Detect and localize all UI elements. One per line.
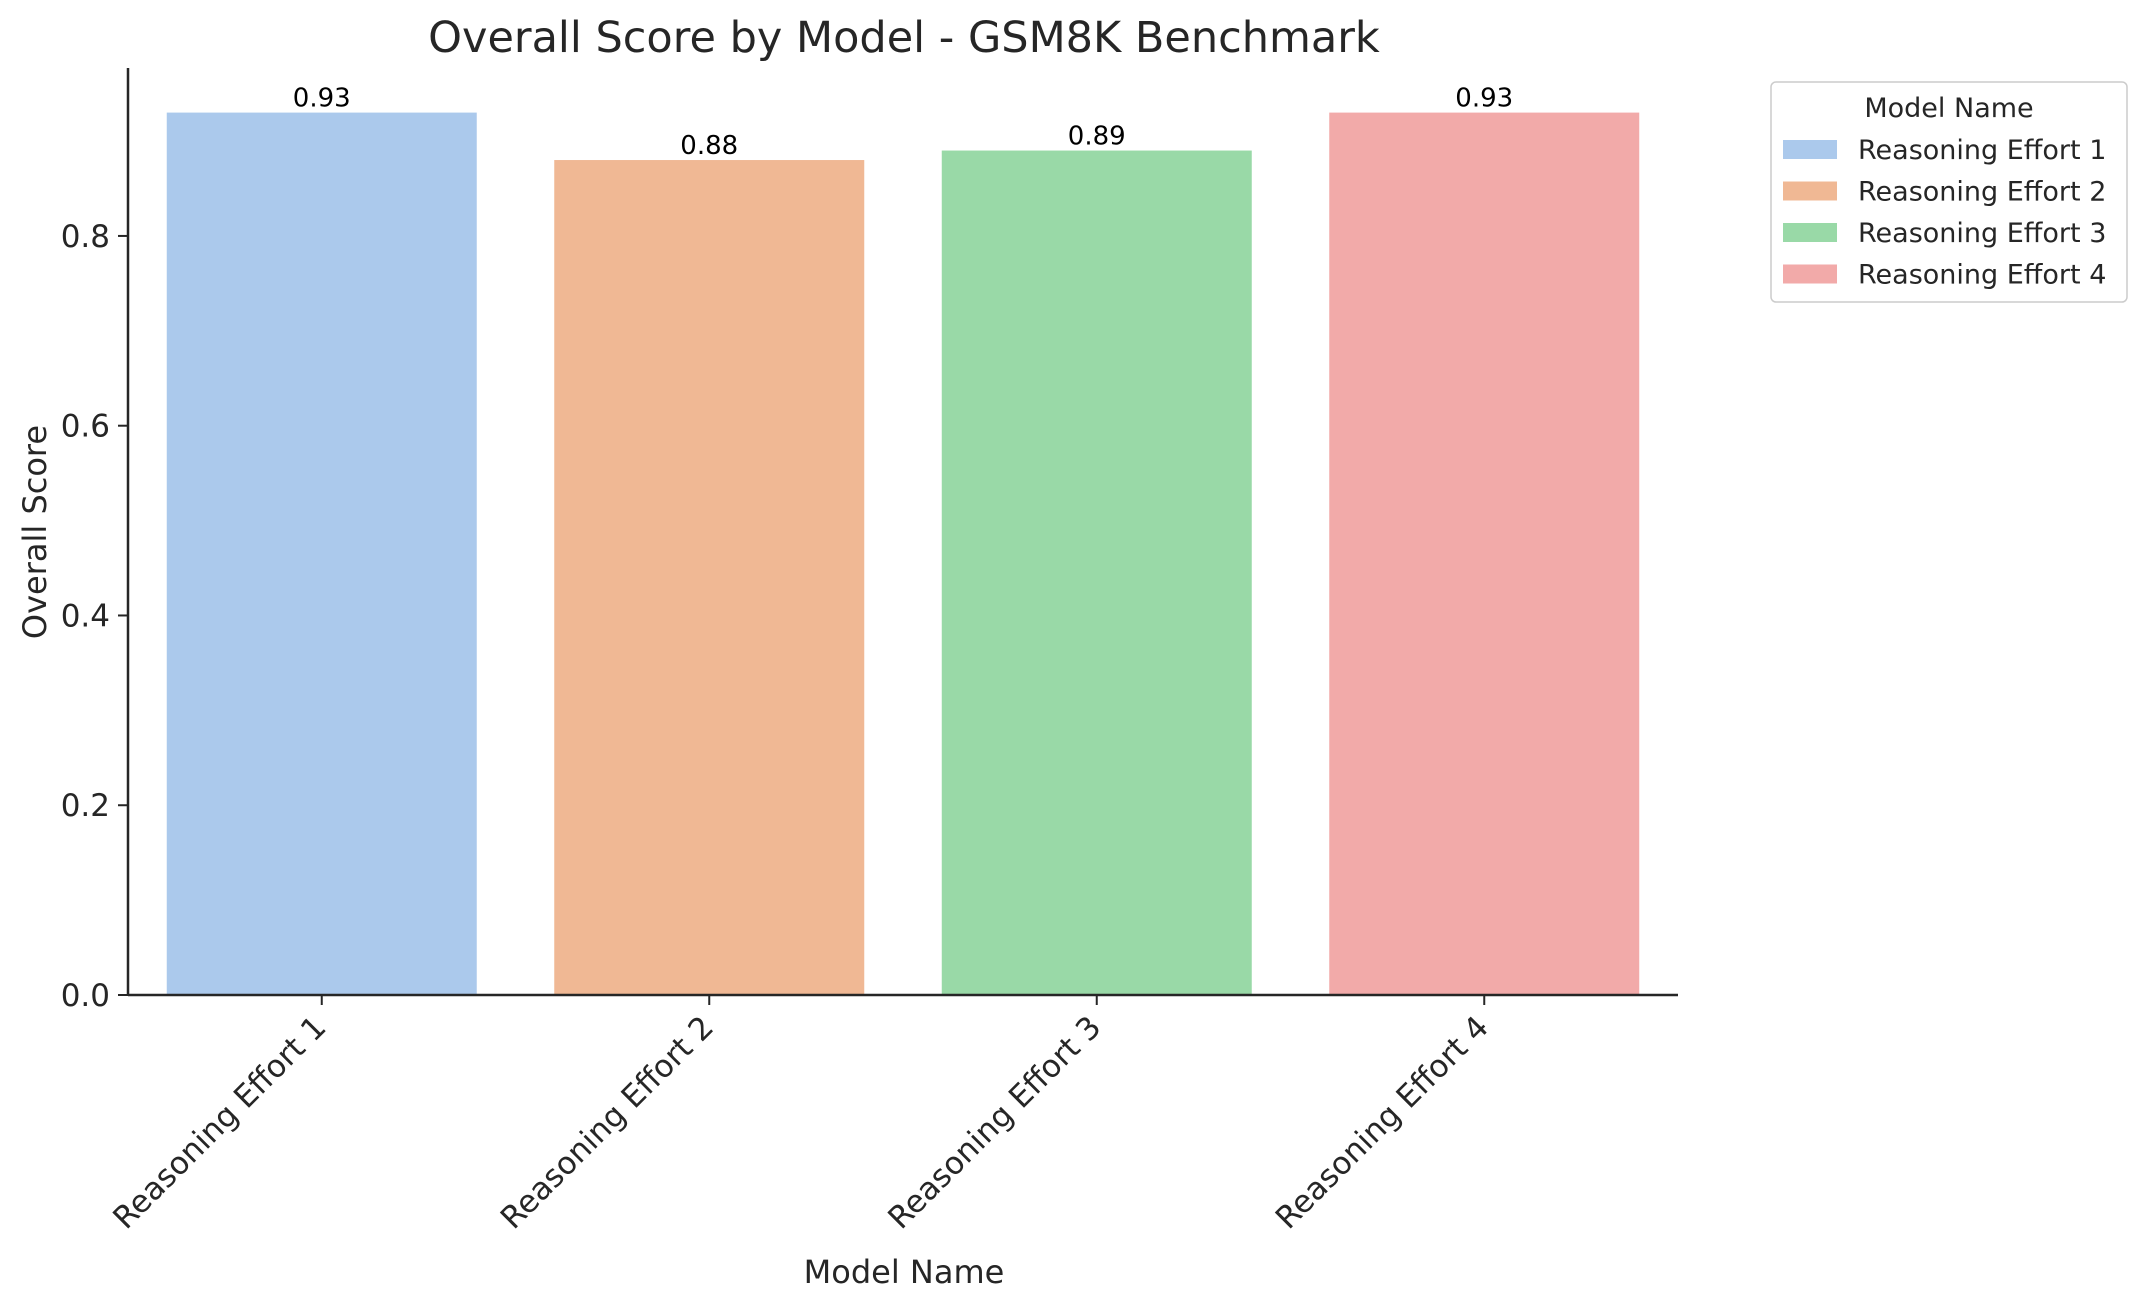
bar <box>554 160 865 995</box>
data-label: 0.88 <box>680 131 738 161</box>
legend-entry: Reasoning Effort 3 <box>1858 218 2106 249</box>
bars-group <box>166 112 1640 996</box>
legend-swatch <box>1783 264 1837 284</box>
x-tick-label: Reasoning Effort 2 <box>494 1009 721 1236</box>
y-axis-label: Overall Score <box>16 425 54 639</box>
bar <box>166 112 477 996</box>
legend-items: Reasoning Effort 1 Reasoning Effort 2 Reas… <box>1783 135 2106 291</box>
legend-swatch <box>1783 181 1837 201</box>
x-tick-label: Reasoning Effort 4 <box>1269 1009 1496 1236</box>
legend-swatch <box>1783 223 1837 242</box>
x-tick-label: Reasoning Effort 3 <box>881 1009 1108 1236</box>
bar <box>941 150 1252 995</box>
y-tick-label: 0.2 <box>61 788 110 824</box>
x-tick-label: Reasoning Effort 1 <box>106 1009 333 1236</box>
x-axis-label: Model Name <box>804 1253 1005 1291</box>
data-labels-group: 0.93 0.88 0.89 0.93 <box>293 84 1513 161</box>
data-label: 0.93 <box>1455 84 1513 114</box>
legend-entry: Reasoning Effort 4 <box>1858 260 2106 291</box>
legend-swatch <box>1783 140 1837 159</box>
chart-title: Overall Score by Model - GSM8K Benchmark <box>428 13 1380 63</box>
legend-entry: Reasoning Effort 2 <box>1858 177 2106 208</box>
x-ticks-group: Reasoning Effort 1 Reasoning Effort 2 Reas… <box>106 995 1496 1236</box>
legend-frame <box>1770 81 2128 303</box>
y-tick-label: 0.6 <box>61 409 110 445</box>
y-tick-label: 0.0 <box>61 978 110 1014</box>
bar <box>1329 112 1640 996</box>
legend-title: Model Name <box>1864 93 2033 124</box>
y-tick-label: 0.4 <box>61 598 110 634</box>
legend-entry: Reasoning Effort 1 <box>1858 135 2106 166</box>
y-ticks-group: 0.0 0.2 0.4 0.6 0.8 <box>61 219 128 1014</box>
y-tick-label: 0.8 <box>61 219 110 255</box>
data-label: 0.93 <box>293 84 351 114</box>
data-label: 0.89 <box>1068 122 1126 152</box>
